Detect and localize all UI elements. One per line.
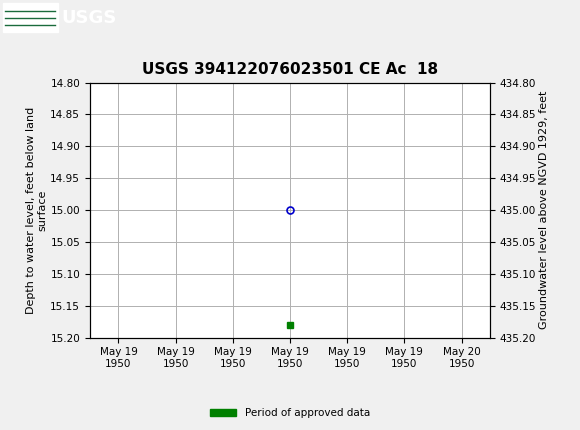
Y-axis label: Groundwater level above NGVD 1929, feet: Groundwater level above NGVD 1929, feet (539, 91, 549, 329)
Bar (3, 3, 58, 32)
Text: USGS: USGS (61, 9, 116, 27)
Title: USGS 394122076023501 CE Ac  18: USGS 394122076023501 CE Ac 18 (142, 62, 438, 77)
Y-axis label: Depth to water level, feet below land
surface: Depth to water level, feet below land su… (26, 107, 48, 313)
Legend: Period of approved data: Period of approved data (206, 404, 374, 423)
